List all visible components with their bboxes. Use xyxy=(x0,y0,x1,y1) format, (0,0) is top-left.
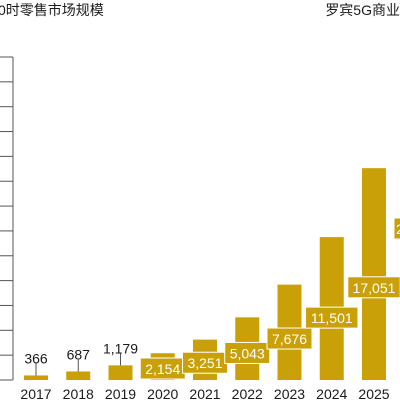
value-label-box xyxy=(266,327,313,350)
value-label: 7,676 xyxy=(272,331,307,347)
value-label: 1,179 xyxy=(103,340,138,356)
value-labels: 366 687 1,179 2,154 3,251 5,043 7,67611,50117,… xyxy=(24,217,400,380)
bar xyxy=(362,168,386,380)
y-axis xyxy=(0,56,14,381)
bar xyxy=(24,375,48,380)
clipped-value-label: 2 xyxy=(396,221,400,237)
value-label: 17,051 xyxy=(353,280,396,296)
x-tick-label: 2019 xyxy=(105,386,136,400)
x-tick-label: 2025 xyxy=(358,386,389,400)
x-tick-label: 2017 xyxy=(20,386,51,400)
chart-subtitle: 罗宾5G商业 xyxy=(325,2,400,18)
chart-title: 0时零售市场规模 xyxy=(0,2,104,18)
x-tick-label: 2023 xyxy=(274,386,305,400)
value-label: 3,251 xyxy=(187,355,222,371)
value-label: 687 xyxy=(67,346,91,362)
x-tick-label: 2024 xyxy=(316,386,347,400)
clipped-value-label-box xyxy=(393,217,400,240)
value-label: 5,043 xyxy=(230,345,265,361)
value-label: 366 xyxy=(24,350,48,366)
x-tick-label: 2020 xyxy=(147,386,178,400)
bar xyxy=(66,371,91,380)
value-label-box xyxy=(224,341,271,364)
x-tick-label: 2021 xyxy=(189,386,220,400)
x-tick-label: 2022 xyxy=(232,386,263,400)
value-label-box xyxy=(305,306,359,329)
x-axis-labels: 2017 2018 2019 2020 2021 2022 2023 2024 2025 xyxy=(20,386,389,400)
value-label: 11,501 xyxy=(311,310,353,326)
value-label: 2,154 xyxy=(145,361,180,377)
x-tick-label: 2018 xyxy=(63,386,94,400)
bar xyxy=(108,365,133,380)
value-label-box xyxy=(347,276,400,299)
